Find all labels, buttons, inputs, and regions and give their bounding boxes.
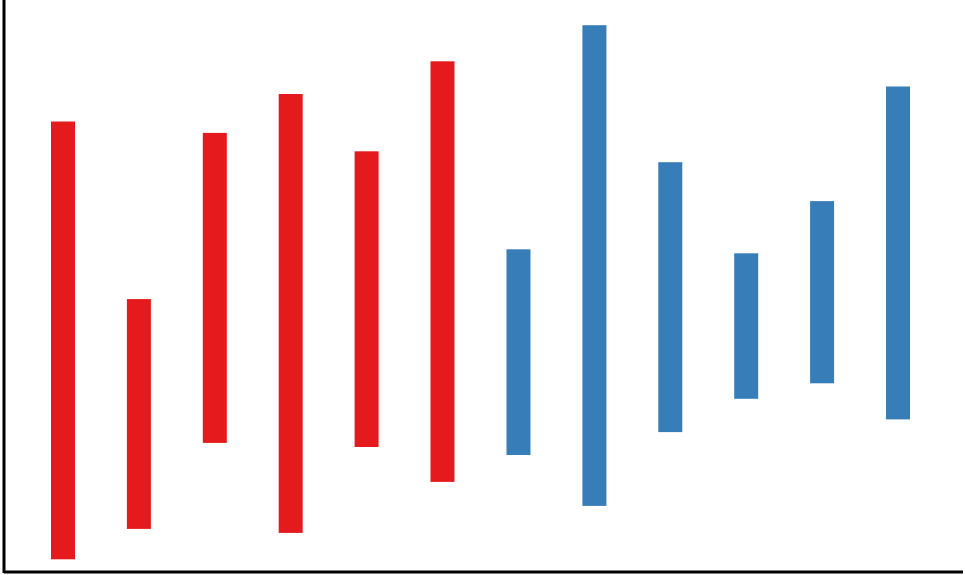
range-bar-4: [278, 94, 303, 533]
range-bar-9: [658, 162, 683, 433]
range-bar-11: [810, 201, 835, 384]
range-bar-8: [582, 25, 607, 506]
range-bar-2: [126, 299, 151, 529]
range-bar-3: [202, 132, 227, 443]
range-bar-1: [51, 121, 75, 560]
range-bar-10: [734, 253, 759, 399]
range-bar-12: [886, 86, 910, 420]
bars-layer: [51, 25, 910, 560]
range-bar-7: [506, 249, 531, 455]
range-bar-6: [430, 61, 455, 482]
range-bar-5: [354, 151, 379, 448]
